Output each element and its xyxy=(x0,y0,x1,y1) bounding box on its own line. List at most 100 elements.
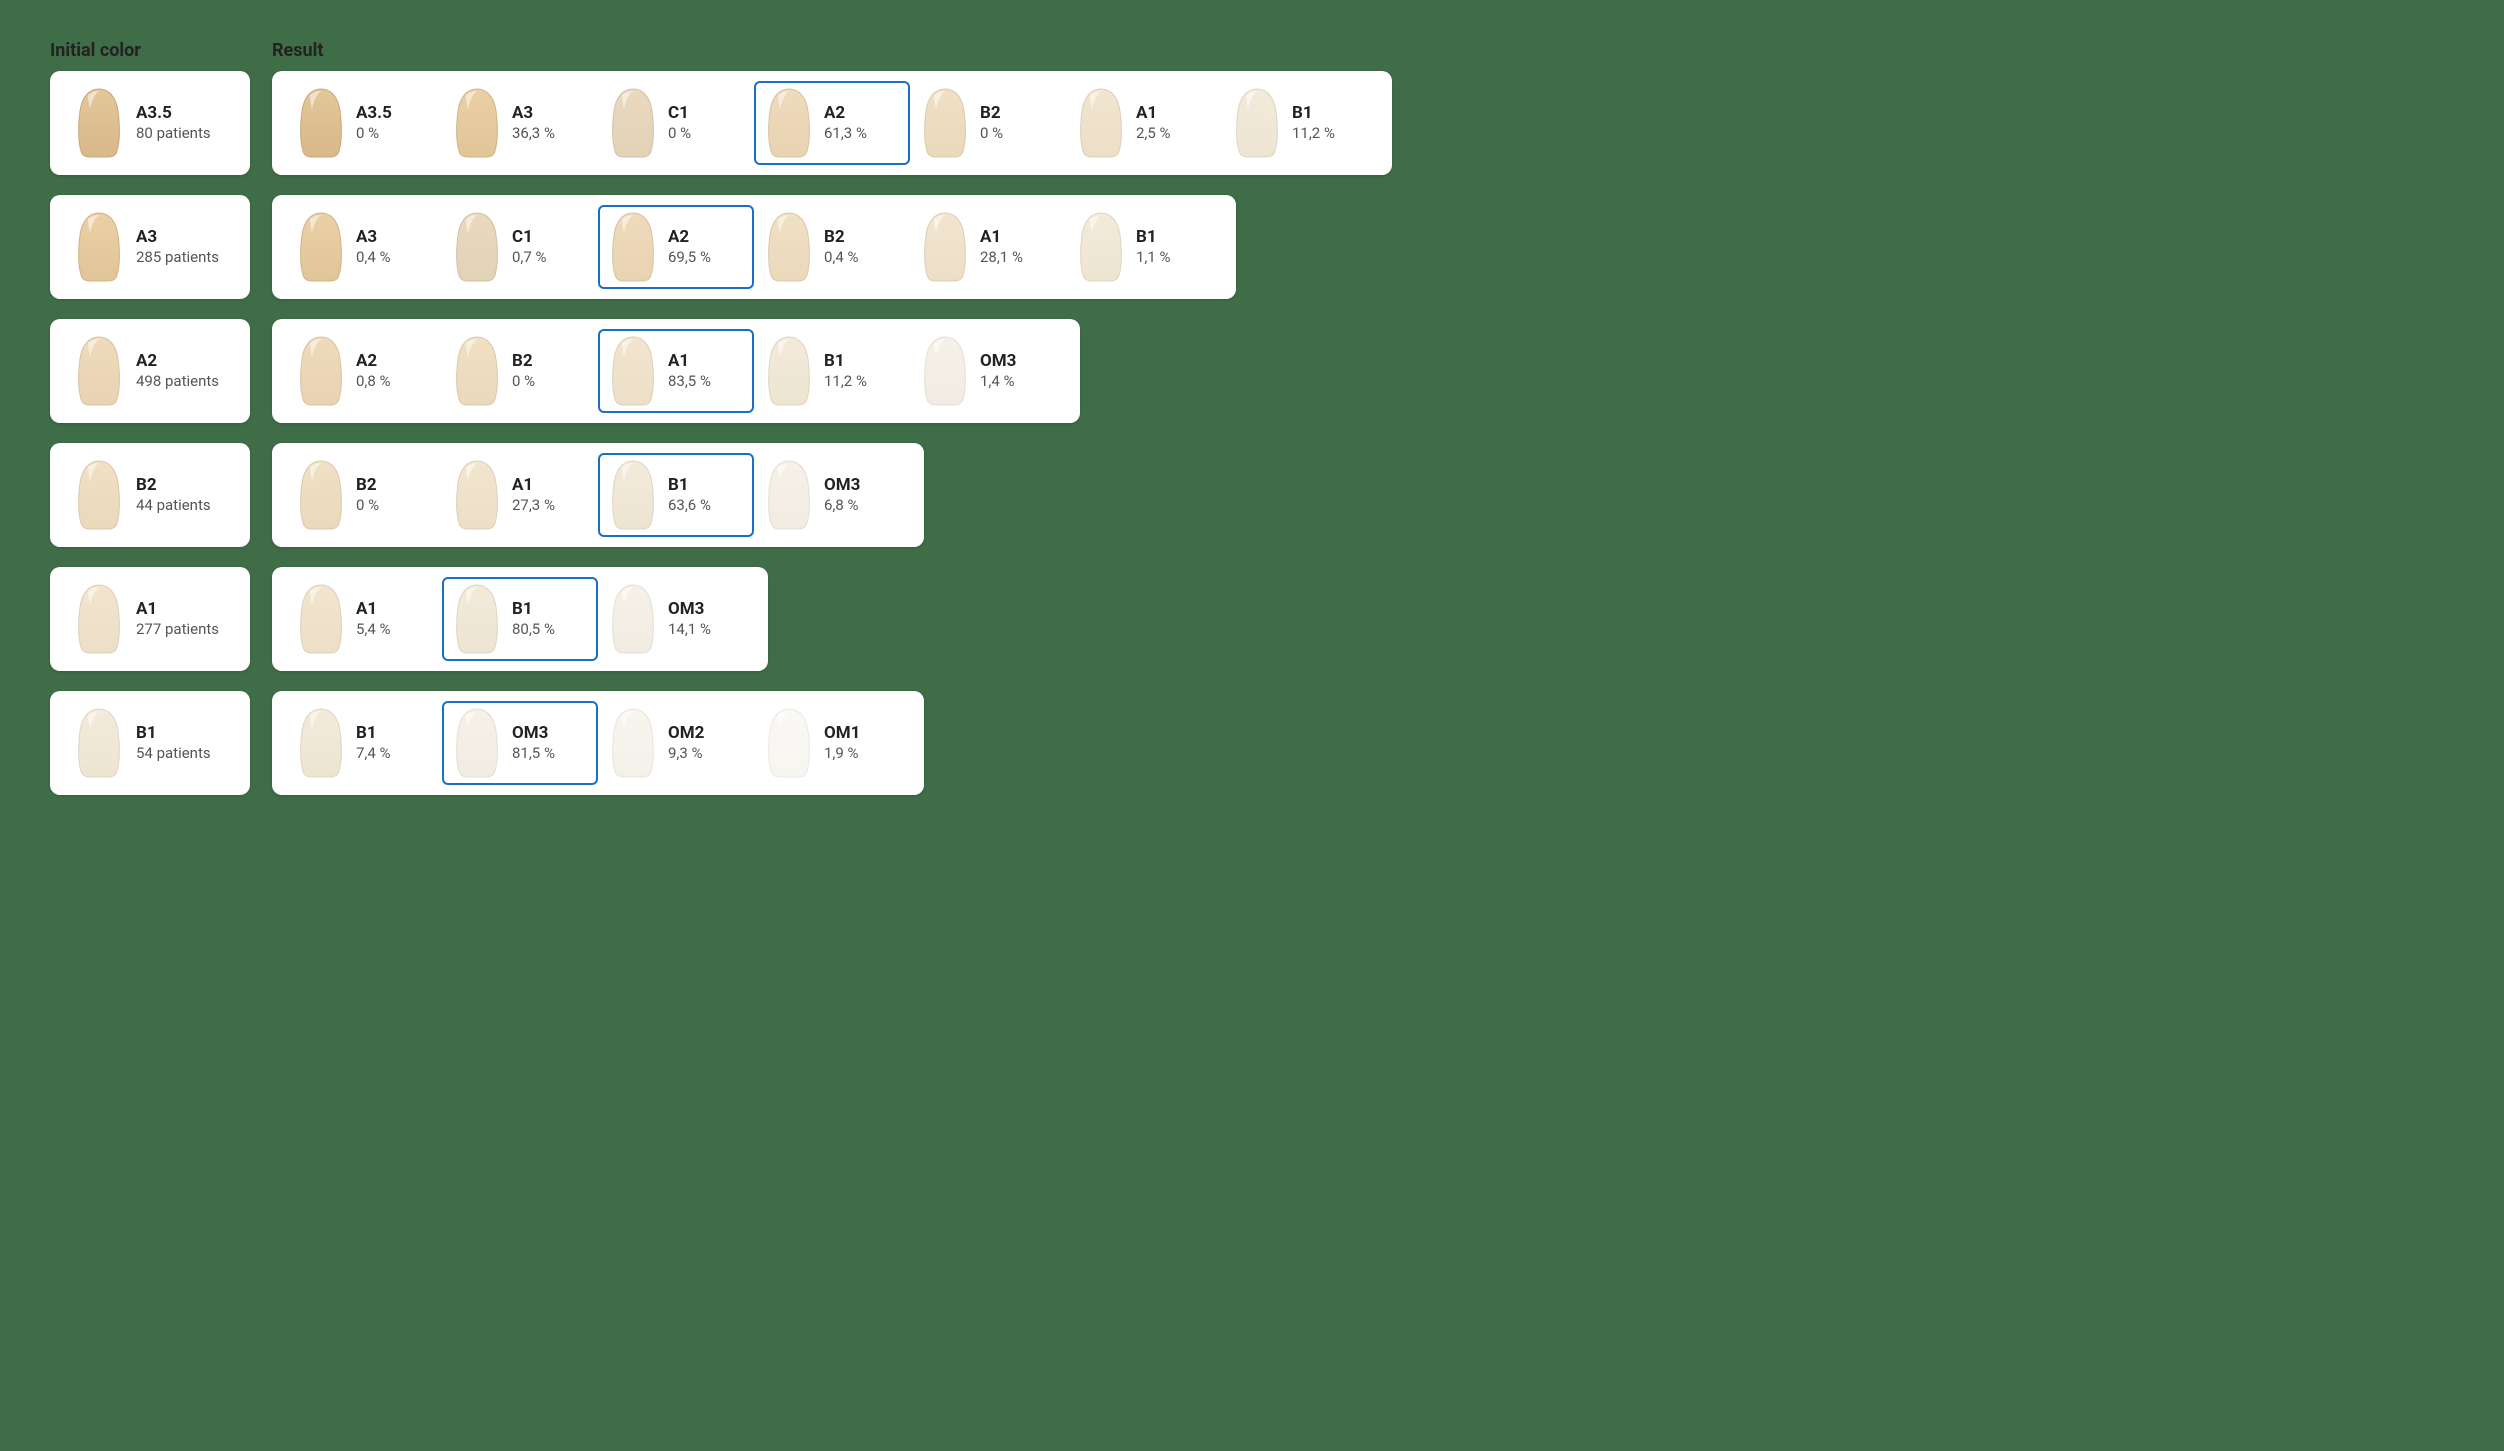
percentage-value: 0,8 % xyxy=(356,372,391,392)
result-text: A12,5 % xyxy=(1136,102,1171,144)
tooth-icon xyxy=(764,459,814,531)
percentage-value: 5,4 % xyxy=(356,620,391,640)
tooth-icon xyxy=(452,335,502,407)
result-text: OM11,9 % xyxy=(824,722,860,764)
initial-text: A1277 patients xyxy=(136,598,219,640)
percentage-value: 0 % xyxy=(356,496,379,516)
shade-label: B1 xyxy=(356,722,391,744)
patient-count: 285 patients xyxy=(136,248,219,268)
percentage-value: 11,2 % xyxy=(824,372,867,392)
shade-label: B2 xyxy=(512,350,535,372)
shade-label: A3 xyxy=(512,102,555,124)
result-text: B180,5 % xyxy=(512,598,555,640)
shade-label: A3 xyxy=(356,226,391,248)
result-cell: C10,7 % xyxy=(442,205,598,289)
initial-card: A2498 patients xyxy=(50,319,250,423)
tooth-icon xyxy=(1232,87,1282,159)
result-cell-highlighted: OM381,5 % xyxy=(442,701,598,785)
result-text: A20,8 % xyxy=(356,350,391,392)
result-text: A128,1 % xyxy=(980,226,1023,268)
row: A2498 patients A20,8 % B20 % xyxy=(50,319,2454,423)
initial-card: B154 patients xyxy=(50,691,250,795)
patient-count: 277 patients xyxy=(136,620,219,640)
result-card: A3.50 % A336,3 % C10 % A261,3 xyxy=(272,71,1392,175)
initial-text: A3.580 patients xyxy=(136,102,211,144)
tooth-icon xyxy=(452,707,502,779)
percentage-value: 28,1 % xyxy=(980,248,1023,268)
patient-count: 80 patients xyxy=(136,124,211,144)
initial-cell: B154 patients xyxy=(64,701,236,785)
shade-label: B2 xyxy=(980,102,1003,124)
tooth-icon xyxy=(296,459,346,531)
column-headers: Initial color Result xyxy=(50,40,2454,61)
tooth-icon xyxy=(452,459,502,531)
result-text: B20 % xyxy=(980,102,1003,144)
rows-container: A3.580 patients A3.50 % A336,3 % xyxy=(50,71,2454,795)
result-text: A183,5 % xyxy=(668,350,711,392)
result-text: A3.50 % xyxy=(356,102,392,144)
row: B244 patients B20 % A127,3 % xyxy=(50,443,2454,547)
tooth-icon xyxy=(764,335,814,407)
result-text: B20 % xyxy=(356,474,379,516)
result-cell: OM29,3 % xyxy=(598,701,754,785)
initial-card: B244 patients xyxy=(50,443,250,547)
tooth-icon xyxy=(764,211,814,283)
tooth-icon xyxy=(608,459,658,531)
result-cell: B11,1 % xyxy=(1066,205,1222,289)
tooth-icon xyxy=(296,707,346,779)
result-text: A127,3 % xyxy=(512,474,555,516)
percentage-value: 0 % xyxy=(512,372,535,392)
tooth-icon xyxy=(920,211,970,283)
tooth-icon xyxy=(74,459,124,531)
result-cell: C10 % xyxy=(598,81,754,165)
result-cell-highlighted: B163,6 % xyxy=(598,453,754,537)
result-cell: B20 % xyxy=(910,81,1066,165)
result-cell: A20,8 % xyxy=(286,329,442,413)
percentage-value: 6,8 % xyxy=(824,496,860,516)
initial-text: B244 patients xyxy=(136,474,211,516)
percentage-value: 0,7 % xyxy=(512,248,547,268)
result-card: B20 % A127,3 % B163,6 % OM36, xyxy=(272,443,924,547)
tooth-icon xyxy=(920,87,970,159)
percentage-value: 14,1 % xyxy=(668,620,711,640)
result-text: C10,7 % xyxy=(512,226,547,268)
initial-text: A3285 patients xyxy=(136,226,219,268)
initial-cell: A3.580 patients xyxy=(64,81,236,165)
result-cell: A12,5 % xyxy=(1066,81,1222,165)
shade-label: B1 xyxy=(1292,102,1335,124)
row: A1277 patients A1 5,4 % B180,5 % xyxy=(50,567,2454,671)
percentage-value: 0,4 % xyxy=(356,248,391,268)
result-cell: B20 % xyxy=(442,329,598,413)
initial-card: A1277 patients xyxy=(50,567,250,671)
result-text: A261,3 % xyxy=(824,102,867,144)
percentage-value: 80,5 % xyxy=(512,620,555,640)
result-text: B111,2 % xyxy=(1292,102,1335,144)
shade-label: OM2 xyxy=(668,722,704,744)
result-cell: B111,2 % xyxy=(1222,81,1378,165)
shade-label: OM3 xyxy=(668,598,711,620)
result-text: B20,4 % xyxy=(824,226,859,268)
percentage-value: 7,4 % xyxy=(356,744,391,764)
shade-label: B2 xyxy=(136,474,211,496)
row: A3.580 patients A3.50 % A336,3 % xyxy=(50,71,2454,175)
tooth-icon xyxy=(608,335,658,407)
tooth-icon xyxy=(452,583,502,655)
shade-label: A3.5 xyxy=(356,102,392,124)
shade-label: A1 xyxy=(1136,102,1171,124)
shade-label: OM3 xyxy=(824,474,860,496)
shade-label: B1 xyxy=(512,598,555,620)
patient-count: 54 patients xyxy=(136,744,211,764)
percentage-value: 2,5 % xyxy=(1136,124,1171,144)
result-text: OM29,3 % xyxy=(668,722,704,764)
result-cell: A336,3 % xyxy=(442,81,598,165)
percentage-value: 1,9 % xyxy=(824,744,860,764)
percentage-value: 0 % xyxy=(980,124,1003,144)
result-text: OM381,5 % xyxy=(512,722,555,764)
result-cell: OM314,1 % xyxy=(598,577,754,661)
shade-label: OM3 xyxy=(512,722,555,744)
initial-cell: B244 patients xyxy=(64,453,236,537)
result-cell-highlighted: A269,5 % xyxy=(598,205,754,289)
result-cell-highlighted: B180,5 % xyxy=(442,577,598,661)
shade-label: A1 xyxy=(136,598,219,620)
shade-label: B1 xyxy=(824,350,867,372)
